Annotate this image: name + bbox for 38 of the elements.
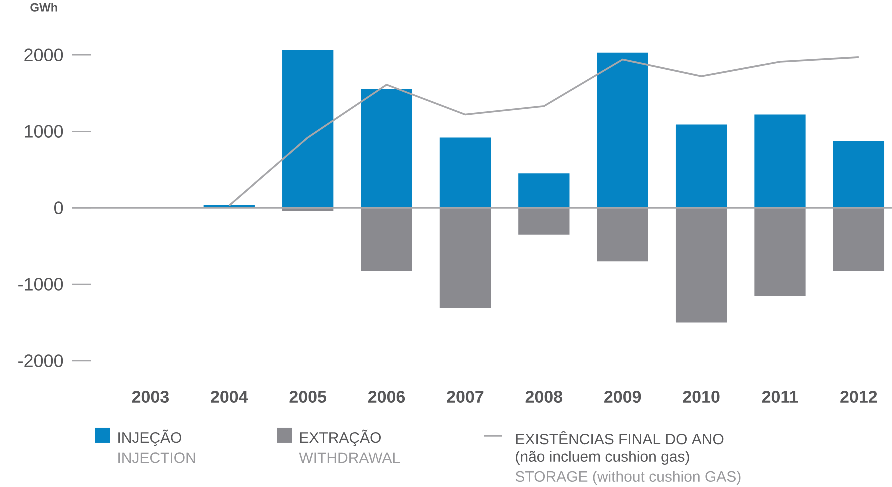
text: (não incluem cushion gas): [516, 450, 690, 465]
y-tick-label: -1000: [18, 278, 64, 291]
bar: [440, 208, 492, 308]
x-tick-label: 2005: [290, 390, 327, 404]
bar: [597, 208, 648, 262]
x-tick-label: 2011: [762, 390, 798, 404]
bar: [676, 124, 728, 208]
x-tick-label: 2004: [211, 390, 248, 404]
x-tick-label: 2010: [683, 390, 720, 404]
x-tick-label: 2012: [840, 390, 878, 404]
bar: [833, 142, 885, 208]
bar: [833, 208, 885, 272]
bar: [518, 174, 570, 208]
x-tick-label: 2006: [368, 390, 406, 404]
x-tick-label: 2003: [132, 390, 169, 404]
bar: [361, 90, 412, 208]
y-axis-title: GWh: [30, 3, 58, 12]
bar: [754, 208, 806, 296]
y-tick-label: 1000: [25, 125, 64, 138]
bar: [361, 208, 412, 272]
bar: [676, 208, 728, 323]
bar: [440, 138, 492, 208]
text: STORAGE (without cushion GAS): [516, 471, 741, 485]
x-tick-label: 2007: [447, 390, 484, 404]
legend-label: INJEÇÃO: [118, 430, 182, 446]
x-tick-label: 2009: [604, 390, 642, 404]
y-tick-label: 0: [54, 202, 64, 214]
text: INJECTION: [118, 452, 196, 464]
y-tick-label: -2000: [18, 354, 64, 368]
text: WITHDRAWAL: [299, 452, 400, 464]
bar: [754, 114, 806, 208]
legend-label: EXISTÊNCIAS FINAL DO ANO: [516, 431, 724, 445]
bar: [282, 50, 334, 208]
bar: [597, 52, 648, 208]
x-tick-label: 2008: [526, 390, 563, 404]
bar: [518, 208, 570, 235]
y-tick-label: 2000: [24, 48, 64, 62]
legend-label: EXTRAÇÃO: [300, 430, 381, 446]
